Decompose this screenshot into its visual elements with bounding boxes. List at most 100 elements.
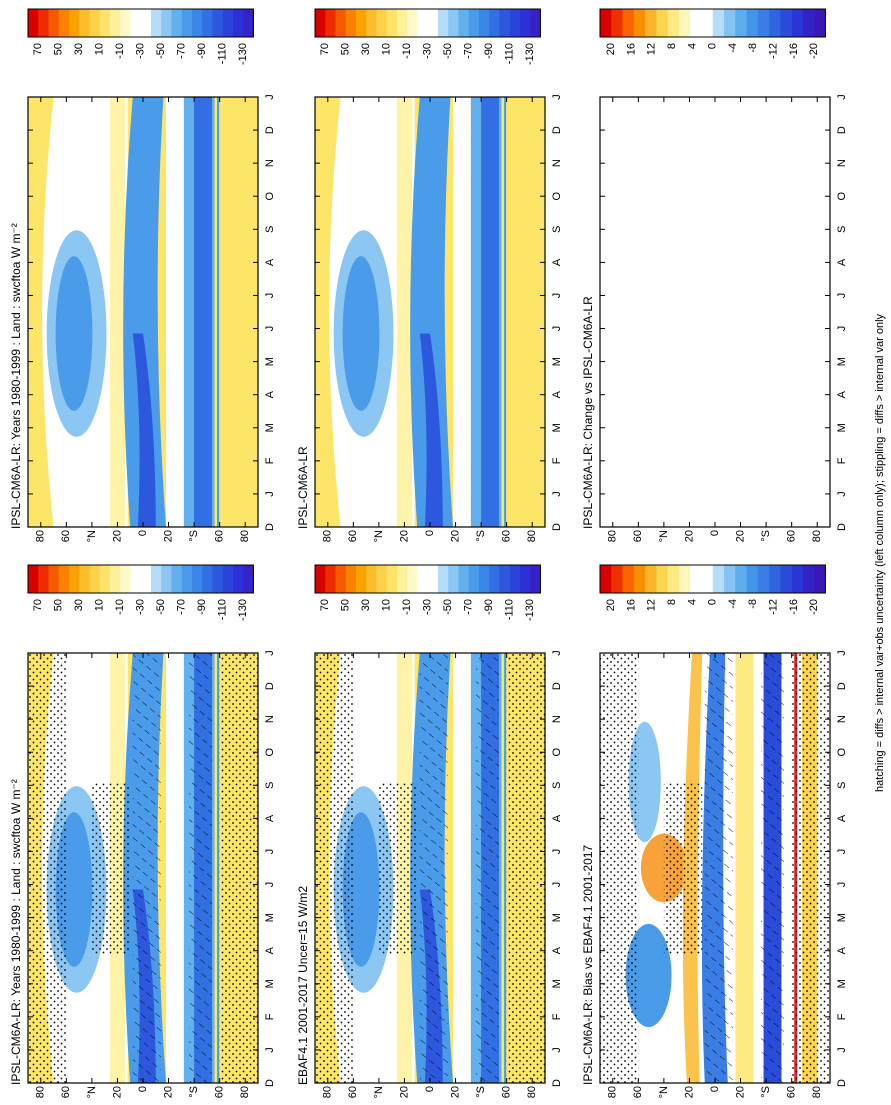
month-label: D — [264, 523, 276, 531]
month-label: J — [836, 650, 848, 656]
panel-title: IPSL-CM6A-LR — [296, 446, 310, 529]
colorbar-cell — [202, 565, 213, 593]
lat-label: 80 — [322, 530, 334, 542]
colorbar-label: -16 — [788, 43, 800, 59]
colorbar-cell — [99, 565, 111, 593]
lat-label: 20 — [111, 530, 123, 542]
colorbar-cell — [79, 565, 90, 593]
hatching — [761, 653, 784, 1083]
month-label: J — [836, 882, 848, 888]
colorbar-frame — [314, 8, 541, 38]
colorbar-cell — [222, 565, 234, 593]
colorbar-label: -90 — [483, 599, 495, 615]
colorbar-label: 70 — [32, 599, 44, 611]
lat-label: 80 — [811, 1086, 823, 1098]
colorbar-label: -16 — [788, 599, 800, 615]
panel-title: IPSL-CM6A-LR: Years 1980-1999 : Land : s… — [9, 779, 23, 1085]
colorbar-label: -110 — [217, 599, 229, 620]
colorbar-cell — [530, 565, 541, 593]
colorbar-cell — [690, 565, 702, 593]
month-label: N — [264, 159, 276, 167]
colorbar-cell — [109, 565, 121, 593]
colorbar-cell — [68, 9, 80, 37]
colorbar-cell — [757, 565, 770, 593]
colorbar-label: -30 — [135, 43, 147, 59]
colorbar-label: 12 — [646, 599, 658, 611]
colorbar-cell — [791, 9, 804, 37]
colorbar-cell — [150, 9, 162, 37]
lat-label: 20 — [449, 1086, 461, 1098]
colorbar-cell — [701, 565, 713, 593]
colorbar-cell — [814, 565, 826, 593]
colorbar-cell — [28, 9, 39, 37]
colorbar-cell — [120, 565, 131, 593]
lat-label: °S — [188, 530, 200, 542]
colorbar-cell — [499, 9, 510, 37]
colorbar-label: -12 — [767, 43, 779, 59]
colorbar-label: -130 — [524, 599, 536, 621]
colorbar-cell — [746, 565, 759, 593]
lat-label: 60 — [347, 1086, 359, 1098]
colorbar-label: -30 — [422, 599, 434, 615]
month-label: J — [264, 849, 276, 855]
colorbar-cell — [232, 9, 244, 37]
colorbar-label: -70 — [463, 43, 475, 59]
colorbar-cell — [427, 565, 439, 593]
colorbar-label: -50 — [442, 43, 454, 59]
colorbar-cell — [407, 565, 418, 593]
month-label: A — [836, 390, 848, 398]
colorbar-cell — [335, 565, 347, 593]
colorbar-cell — [202, 9, 213, 37]
field-line — [504, 97, 507, 527]
colorbar-cell — [58, 9, 70, 37]
field-band — [109, 97, 126, 527]
stippling — [378, 782, 418, 954]
month-label: N — [264, 715, 276, 723]
field-band — [410, 97, 453, 527]
month-label: O — [264, 748, 276, 757]
lat-label: 20 — [162, 1086, 174, 1098]
colorbar-cell — [140, 565, 152, 593]
month-label: J — [836, 326, 848, 332]
colorbar-cell — [171, 565, 182, 593]
month-label: A — [836, 814, 848, 822]
field-background — [600, 97, 830, 527]
month-label: J — [551, 882, 563, 888]
colorbar-label: -110 — [217, 43, 229, 64]
field-line — [504, 653, 507, 1083]
colorbar-cell — [633, 565, 646, 593]
month-label: D — [551, 126, 563, 134]
colorbar-cell — [678, 9, 691, 37]
month-label: J — [836, 293, 848, 299]
lat-label: 60 — [214, 530, 226, 542]
colorbar-cell — [712, 565, 725, 593]
colorbar-cell — [89, 565, 101, 593]
month-label: J — [551, 849, 563, 855]
month-label: S — [264, 226, 276, 233]
colorbar-label: -4 — [727, 43, 739, 53]
month-label: O — [836, 748, 848, 757]
field-band — [453, 653, 471, 1083]
stippling — [219, 653, 259, 1083]
colorbar-cell — [746, 9, 759, 37]
month-label: J — [551, 293, 563, 299]
colorbar-cell — [243, 565, 254, 593]
colorbar-cell — [667, 9, 680, 37]
month-label: J — [836, 849, 848, 855]
colorbar-label: -130 — [237, 599, 249, 621]
colorbar-cell — [489, 565, 500, 593]
lat-label: 0 — [709, 530, 721, 536]
month-label: F — [836, 1013, 848, 1020]
colorbar-cell — [468, 9, 480, 37]
month-label: S — [836, 226, 848, 233]
month-label: M — [836, 979, 848, 988]
colorbar-cell — [38, 9, 49, 37]
colorbar-cell — [611, 9, 623, 37]
lat-label: °N — [373, 530, 385, 542]
field-band — [735, 653, 754, 1083]
lat-label: °S — [475, 1086, 487, 1098]
colorbar-cell — [757, 9, 770, 37]
